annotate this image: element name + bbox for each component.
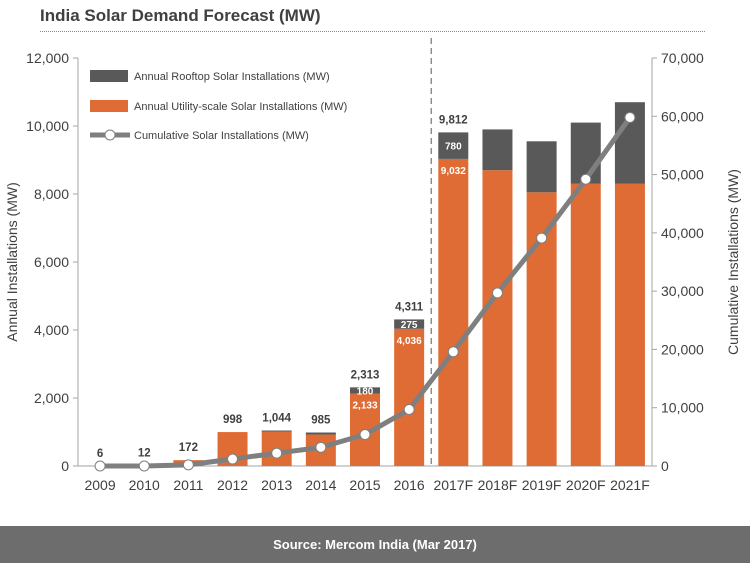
rooftop-bar [261, 430, 292, 432]
cumulative-point [359, 429, 371, 441]
rooftop-bar [570, 122, 601, 184]
cumulative-point [580, 173, 592, 185]
cumulative-point [624, 111, 636, 123]
right-tick-label: 30,000 [661, 283, 704, 299]
cumulative-point [182, 459, 194, 471]
left-tick-label: 4,000 [34, 322, 69, 338]
total-data-label: 998 [223, 414, 243, 426]
chart-canvas: 0 2,000 4,000 6,000 8,000 10,000 12,000 0 10,000… [4, 38, 741, 493]
cumulative-point [536, 232, 548, 244]
x-tick-label: 2016 [394, 477, 425, 493]
title-divider [40, 31, 705, 32]
total-data-label: 6 [97, 448, 103, 460]
cumulative-point [315, 441, 327, 453]
utility-bar [482, 170, 513, 466]
x-tick-label: 2010 [129, 477, 160, 493]
right-tick-label: 70,000 [661, 50, 704, 66]
left-tick-label: 2,000 [34, 390, 69, 406]
chart-title: India Solar Demand Forecast (MW) [40, 6, 321, 25]
total-data-label: 2,313 [351, 369, 380, 381]
x-tick-label: 2011 [173, 477, 203, 493]
x-tick-label: 2012 [217, 477, 248, 493]
total-data-label: 4,311 [395, 301, 424, 313]
left-axis-title: Annual Installations (MW) [4, 182, 20, 342]
left-tick-label: 0 [61, 458, 69, 474]
rooftop-bar [438, 132, 469, 159]
legend-label-cumulative: Cumulative Solar Installations (MW) [134, 130, 309, 142]
total-data-label: 1,044 [262, 413, 291, 425]
total-data-label: 985 [311, 415, 331, 427]
right-tick-label: 0 [661, 458, 669, 474]
x-tick-label: 2019F [522, 477, 562, 493]
right-tick-label: 60,000 [661, 108, 704, 124]
total-data-label: 12 [138, 448, 151, 460]
rooftop-bar [350, 387, 380, 394]
x-tick-label: 2014 [305, 477, 336, 493]
legend-label-rooftop: Annual Rooftop Solar Installations (MW) [134, 71, 330, 83]
utility-data-label: 4,036 [397, 336, 422, 347]
right-tick-label: 50,000 [661, 167, 704, 183]
x-tick-label: 2018F [478, 477, 518, 493]
rooftop-data-label: 180 [357, 386, 374, 397]
utility-bar [438, 158, 469, 467]
left-tick-label: 8,000 [34, 186, 69, 202]
rooftop-data-label: 780 [445, 142, 462, 153]
total-data-label: 172 [179, 442, 198, 454]
utility-bar [570, 183, 601, 467]
x-tick-label: 2009 [84, 477, 115, 493]
right-tick-label: 40,000 [661, 225, 704, 241]
cumulative-point [138, 460, 150, 472]
right-axis-title: Cumulative Installations (MW) [725, 169, 741, 355]
utility-bar [614, 183, 645, 467]
cumulative-point [491, 287, 503, 299]
left-tick-label: 12,000 [26, 50, 69, 66]
right-tick-label: 20,000 [661, 341, 704, 357]
rooftop-data-label: 275 [401, 320, 418, 331]
cumulative-point [447, 346, 459, 358]
legend-label-utility: Annual Utility-scale Solar Installations… [134, 101, 347, 113]
source-text: Source: Mercom India (Mar 2017) [273, 537, 477, 552]
cumulative-point [403, 403, 415, 415]
rooftop-bar [482, 129, 513, 171]
right-tick-label: 10,000 [661, 400, 704, 416]
x-tick-label: 2020F [566, 477, 606, 493]
cumulative-point [227, 453, 239, 465]
legend-swatch-utility [90, 100, 128, 112]
total-data-label: 9,812 [439, 114, 468, 126]
x-tick-label: 2013 [261, 477, 292, 493]
cumulative-point [271, 447, 283, 459]
source-footer: Source: Mercom India (Mar 2017) [0, 526, 750, 563]
x-tick-label: 2015 [349, 477, 380, 493]
legend-swatch-rooftop [90, 70, 128, 82]
left-tick-label: 10,000 [26, 118, 69, 134]
utility-data-label: 2,133 [352, 400, 377, 411]
rooftop-bar [305, 432, 336, 435]
utility-data-label: 9,032 [441, 166, 466, 177]
x-tick-label: 2021F [610, 477, 650, 493]
rooftop-bar [526, 141, 557, 193]
left-tick-label: 6,000 [34, 254, 69, 270]
x-tick-label: 2017F [433, 477, 473, 493]
cumulative-point [94, 460, 106, 472]
legend-marker-cumulative [104, 129, 116, 141]
rooftop-bar [394, 319, 425, 329]
